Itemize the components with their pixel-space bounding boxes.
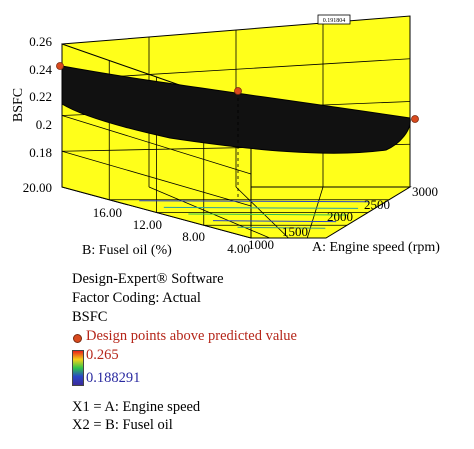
design-point-2 bbox=[234, 87, 242, 95]
z-tick-label: 0.18 bbox=[29, 145, 52, 160]
color-scale-min: 0.188291 bbox=[86, 370, 141, 386]
legend-design-points: Design points above predicted value bbox=[86, 328, 297, 344]
z-axis-ticks: 0.26 0.24 0.22 0.2 0.18 bbox=[29, 34, 52, 160]
x-axis-ticks: 1000 1500 2000 2500 3000 bbox=[248, 184, 438, 252]
z-tick-label: 0.22 bbox=[29, 89, 52, 104]
y-tick-label: 4.00 bbox=[227, 241, 250, 256]
x-tick-label: 1000 bbox=[248, 237, 274, 252]
x-tick-label: 1500 bbox=[282, 224, 308, 239]
design-point-3 bbox=[411, 115, 419, 123]
z-tick-label: 0.26 bbox=[29, 34, 52, 49]
floor-contour-line bbox=[188, 213, 348, 216]
x-axis-label: A: Engine speed (rpm) bbox=[312, 240, 440, 255]
z-tick-label: 0.24 bbox=[29, 62, 52, 77]
y-tick-label: 20.00 bbox=[23, 180, 52, 195]
z-tick-label: 0.2 bbox=[36, 117, 52, 132]
y-tick-label: 8.00 bbox=[182, 229, 205, 244]
floor-contour-line bbox=[212, 220, 337, 223]
y-tick-label: 16.00 bbox=[93, 205, 122, 220]
x-tick-label: 3000 bbox=[412, 184, 438, 199]
legend-software: Design-Expert® Software bbox=[72, 271, 224, 287]
floor-contour-line bbox=[139, 200, 370, 203]
x-tick-label: 2500 bbox=[364, 197, 390, 212]
z-axis-label: BSFC bbox=[11, 88, 26, 122]
legend-coding: Factor Coding: Actual bbox=[72, 290, 201, 306]
x-tick-label: 2000 bbox=[327, 209, 353, 224]
design-point-1 bbox=[56, 62, 64, 70]
flag-box bbox=[317, 14, 351, 25]
y-tick-label: 12.00 bbox=[133, 217, 162, 232]
flag-label: 0.191804 bbox=[323, 18, 346, 24]
legend-x1: X1 = A: Engine speed bbox=[72, 399, 201, 415]
response-surface bbox=[61, 65, 411, 154]
legend-response: BSFC bbox=[72, 309, 108, 325]
y-axis-label: B: Fusel oil (%) bbox=[82, 243, 172, 258]
y-axis-ticks: 20.00 16.00 12.00 8.00 4.00 bbox=[23, 180, 250, 256]
floor-contour-line bbox=[237, 226, 326, 229]
color-scale-max: 0.265 bbox=[86, 347, 119, 363]
floor-contours bbox=[139, 200, 370, 229]
legend-x2: X2 = B: Fusel oil bbox=[72, 417, 173, 433]
floor-contour-line bbox=[163, 206, 359, 209]
color-scale-bar bbox=[72, 350, 84, 386]
design-point-marker-icon bbox=[73, 334, 82, 343]
